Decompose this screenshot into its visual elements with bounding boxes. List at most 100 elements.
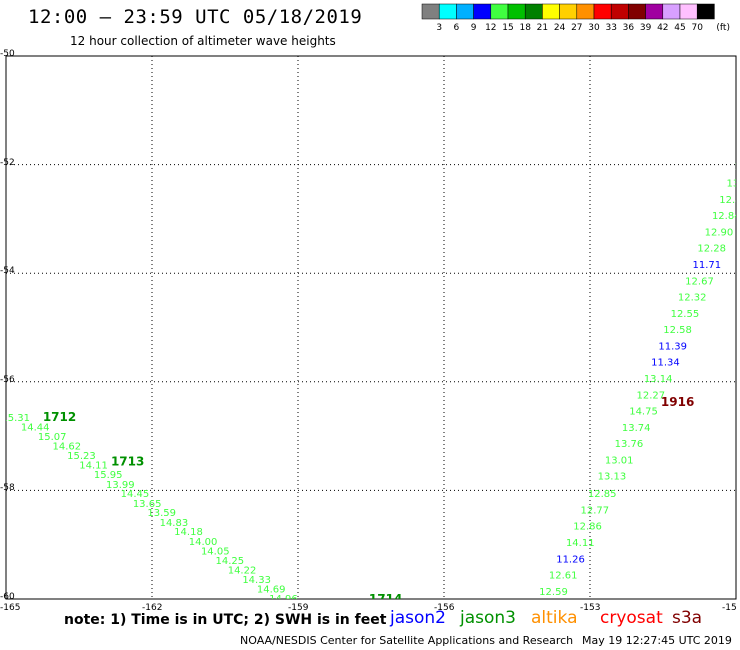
swh-value-label: 14.00 xyxy=(189,537,218,548)
swh-value-label: 15.95 xyxy=(94,470,123,481)
swh-value-label: 12.90 xyxy=(705,227,734,238)
swh-value-label: 14.25 xyxy=(216,556,245,567)
x-tick-label: -15 xyxy=(722,603,737,613)
legend-bin-label: 30 xyxy=(588,23,600,33)
y-tick-label: -52 xyxy=(0,157,15,168)
swh-value-label: 13.76 xyxy=(615,439,644,450)
swh-value-label: 14.22 xyxy=(228,566,257,577)
x-tick-label: -162 xyxy=(142,603,163,613)
swh-value-label: 14.75 xyxy=(629,407,658,418)
swh-value-label: 12.59 xyxy=(539,587,568,598)
legend-bin-label: 12 xyxy=(485,23,496,33)
legend-swatch xyxy=(490,3,509,20)
y-tick-label: -60 xyxy=(0,592,15,602)
x-tick-label: -159 xyxy=(288,603,309,613)
swh-value-label: 12.86 xyxy=(573,522,602,533)
swh-value-label: 15.23 xyxy=(67,451,96,462)
plot-frame xyxy=(5,55,737,600)
legend-jason3: jason3 xyxy=(460,608,516,628)
swh-value-label: 12.28 xyxy=(697,244,726,255)
swh-value-label: 13.59 xyxy=(147,508,176,519)
legend-altika: altika xyxy=(531,608,578,628)
swh-value-label: 13.99 xyxy=(106,480,135,491)
swh-value-label: 12.67 xyxy=(685,276,714,287)
legend-swatch xyxy=(628,3,646,20)
swh-value-label: 15.31 xyxy=(1,413,30,424)
legend-swatch xyxy=(593,3,612,20)
legend-bin-label: 15 xyxy=(502,23,513,33)
legend-unit: (ft) xyxy=(716,23,730,33)
swh-value-label: 14.44 xyxy=(21,422,50,433)
legend-bin-label: 24 xyxy=(554,23,566,33)
legend-swatch xyxy=(696,3,715,20)
legend-swatch xyxy=(421,3,440,20)
legend-swatch xyxy=(559,3,578,20)
y-tick-label: -56 xyxy=(0,374,15,385)
legend-swatch xyxy=(679,3,698,20)
swh-value-label: 13.74 xyxy=(622,423,651,434)
legend-bin-label: 27 xyxy=(571,23,582,33)
swh-value-label: 11.26 xyxy=(556,554,585,565)
swh-value-label: 14.69 xyxy=(257,585,286,596)
legend-swatch xyxy=(576,3,595,20)
swh-value-label: 14.11 xyxy=(79,460,108,471)
data-layer: 15.3114.4415.0714.6215.2314.1115.9513.99… xyxy=(1,162,740,606)
x-tick-label: -153 xyxy=(580,603,601,613)
legend-swatch xyxy=(507,3,526,20)
swh-value-label: 12.55 xyxy=(671,309,700,320)
legend-cryosat: cryosat xyxy=(600,608,663,628)
swh-value-label: 13.13 xyxy=(598,472,627,483)
swh-value-label: 12.77 xyxy=(581,505,610,516)
y-tick-label: -58 xyxy=(0,483,15,494)
swh-value-label: 13.66 xyxy=(727,179,740,190)
swh-value-label: 12.58 xyxy=(663,325,692,336)
pass-time-label: 1713 xyxy=(111,455,144,469)
legend-bin-label: 9 xyxy=(471,23,477,33)
legend-swatch xyxy=(438,3,457,20)
pass-time-label: 1916 xyxy=(661,395,694,409)
credit-line: NOAA/NESDIS Center for Satellite Applica… xyxy=(240,634,574,647)
swh-value-label: 14.18 xyxy=(174,527,203,538)
swh-value-label: 14.33 xyxy=(242,575,271,586)
swh-value-label: 12.61 xyxy=(549,571,578,582)
swh-value-label: 12.85 xyxy=(588,489,617,500)
pass-time-label: 1714 xyxy=(369,592,402,606)
swh-value-label: 13.14 xyxy=(644,374,673,385)
legend-s3a: s3a xyxy=(672,608,703,628)
footer-note: note: 1) Time is in UTC; 2) SWH is in fe… xyxy=(64,612,387,628)
legend-bin-label: 36 xyxy=(623,23,635,33)
legend-bin-label: 70 xyxy=(691,23,703,33)
legend-bin-label: 42 xyxy=(657,23,668,33)
legend-jason2: jason2 xyxy=(390,608,446,628)
legend-bin-label: 45 xyxy=(674,23,685,33)
legend-swatch xyxy=(645,3,664,20)
swh-value-label: 11.34 xyxy=(651,358,680,369)
legend-swatch xyxy=(473,3,492,20)
x-tick-label: -156 xyxy=(434,603,455,613)
y-tick-label: -50 xyxy=(0,49,15,59)
legend-bin-label: 6 xyxy=(454,23,460,33)
pass-time-label: 1712 xyxy=(43,410,76,424)
swh-value-label: 12.27 xyxy=(637,390,666,401)
legend-bin-label: 18 xyxy=(519,23,531,33)
swh-value-label: 14.96 xyxy=(269,594,298,605)
swh-value-label: 14.05 xyxy=(201,547,230,558)
swh-value-label: 12.84 xyxy=(712,211,740,222)
legend-swatch xyxy=(662,3,681,20)
swh-value-label: 11.39 xyxy=(658,341,687,352)
swh-value-label: 13.01 xyxy=(605,455,634,466)
swh-value-label: 14.11 xyxy=(566,538,595,549)
swh-value-label: 14.1 xyxy=(735,162,740,173)
swh-value-label: 14.83 xyxy=(160,518,189,529)
legend-bin-label: 33 xyxy=(605,23,616,33)
swh-value-label: 11.71 xyxy=(692,260,721,271)
chart-subtitle: 12 hour collection of altimeter wave hei… xyxy=(70,34,336,48)
swh-value-label: 13.65 xyxy=(133,499,162,510)
legend-bin-label: 3 xyxy=(436,23,442,33)
y-tick-label: -54 xyxy=(0,266,15,277)
legend-bin-label: 21 xyxy=(537,23,548,33)
generation-timestamp: May 19 12:27:45 UTC 2019 xyxy=(582,634,732,647)
swh-value-label: 12.82 xyxy=(719,195,740,206)
